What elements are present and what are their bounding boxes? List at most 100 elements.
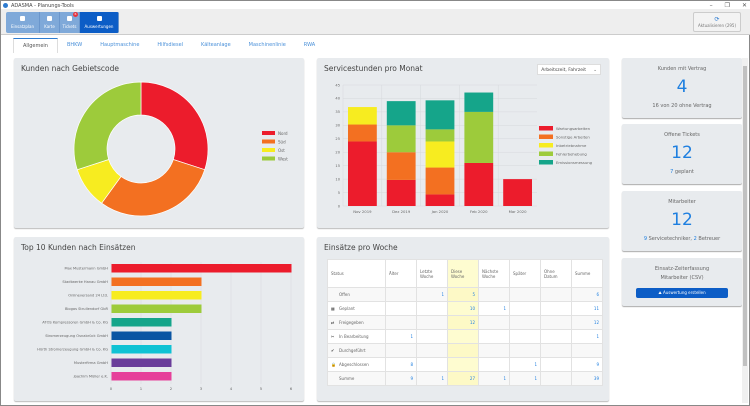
- count-cell[interactable]: 10: [447, 301, 479, 316]
- kpi-sub: geplant: [673, 169, 694, 175]
- nav-button-tickets[interactable]: Tickets 6: [60, 12, 80, 33]
- bar-segment[interactable]: [386, 125, 416, 153]
- service-hours-card: Servicestunden pro Monat Arbeitszeit, Fa…: [317, 58, 609, 228]
- bar-segment[interactable]: [464, 92, 494, 112]
- bar[interactable]: [111, 291, 202, 300]
- maximize-button[interactable]: ❐: [724, 2, 730, 9]
- bar[interactable]: [111, 358, 172, 368]
- nav-button-einsatzplan[interactable]: Einsatzplan: [6, 12, 40, 33]
- count-cell[interactable]: 9: [385, 371, 417, 386]
- count-cell[interactable]: 5: [447, 287, 479, 302]
- bar-segment[interactable]: [425, 167, 455, 195]
- count-cell: [540, 287, 572, 302]
- kpi-employees: Mitarbeiter 12 9 Servicetechniker, 2 Betre…: [622, 191, 742, 251]
- bar-segment[interactable]: [348, 124, 377, 142]
- create-report-button[interactable]: ⛰ Auswertung erstellen: [636, 288, 728, 298]
- bar-segment[interactable]: [464, 111, 494, 163]
- close-button[interactable]: ✕: [741, 2, 747, 9]
- table-row[interactable]: ▦ Geplant 10 1 11: [327, 301, 603, 316]
- bar[interactable]: [111, 318, 172, 327]
- donut-slice-nord[interactable]: [140, 81, 209, 171]
- donut-slice-süd[interactable]: [101, 159, 206, 217]
- status-cell: ✔ Durchgeführt: [327, 343, 386, 358]
- map-icon: [47, 16, 52, 21]
- count-cell[interactable]: 39: [571, 371, 603, 386]
- bar[interactable]: [111, 372, 172, 381]
- count-cell: [509, 315, 541, 330]
- bar[interactable]: [111, 345, 172, 354]
- count-cell[interactable]: 11: [571, 301, 603, 316]
- bar-segment[interactable]: [503, 179, 532, 206]
- minimize-button[interactable]: –: [709, 2, 713, 9]
- window-title: ADASMA - Planungs-Tools: [11, 3, 74, 9]
- y-tick-label: 30: [335, 124, 340, 128]
- count-cell[interactable]: 1: [416, 287, 448, 302]
- scrollbar[interactable]: [742, 58, 748, 403]
- bar-segment[interactable]: [386, 152, 416, 180]
- count-cell[interactable]: 1: [509, 371, 541, 386]
- horizontal-bar-chart: 0 1 2 3 4 5 6 Max Mustermann GmbH Stadtwerke Han…: [37, 262, 293, 391]
- bar-segment[interactable]: [386, 101, 416, 126]
- count-cell: [385, 315, 417, 330]
- planned-count[interactable]: 7: [670, 169, 674, 175]
- count-cell[interactable]: 1: [416, 371, 448, 386]
- count-cell[interactable]: 1: [509, 357, 541, 372]
- column-header: Status: [327, 259, 386, 288]
- bar[interactable]: [111, 304, 202, 314]
- count-cell[interactable]: 12: [447, 315, 479, 330]
- chevron-down-icon: ⌄: [593, 68, 597, 73]
- column-header: Summe: [571, 259, 603, 288]
- table-row[interactable]: Offen 1 5 6: [327, 287, 603, 302]
- kpi-value: 12: [671, 143, 693, 163]
- count-cell: [509, 329, 541, 344]
- count-cell[interactable]: 9: [571, 357, 603, 372]
- count-cell[interactable]: 1: [571, 329, 603, 344]
- count-cell[interactable]: 1: [478, 301, 510, 316]
- tab-allgemein[interactable]: Allgemein: [13, 38, 58, 53]
- bar-segment[interactable]: [425, 100, 455, 130]
- bar[interactable]: [111, 331, 172, 341]
- tab-bar: Allgemein BHKW Hauptmaschine Hilfsdiesel Käl…: [13, 38, 324, 53]
- count-cell[interactable]: 27: [447, 371, 479, 386]
- count-cell[interactable]: 1: [385, 329, 417, 344]
- bar-segment[interactable]: [464, 162, 494, 206]
- bar[interactable]: [111, 277, 202, 287]
- bar-segment[interactable]: [425, 141, 455, 168]
- count-cell[interactable]: 6: [571, 287, 603, 302]
- table-row[interactable]: ✂ In Bearbeitung 1 1: [327, 329, 603, 344]
- bar[interactable]: [111, 264, 292, 273]
- table-row[interactable]: ⇄ Freigegeben 12 12: [327, 315, 603, 330]
- refresh-button[interactable]: ⟳ Aktualisieren (295): [693, 12, 741, 32]
- tab-bhkw[interactable]: BHKW: [66, 42, 83, 48]
- y-tick-label: 20: [335, 151, 340, 155]
- count-cell[interactable]: 12: [571, 315, 603, 330]
- donut-slice-west[interactable]: [73, 81, 142, 171]
- x-tick-label: 5: [260, 386, 263, 391]
- tab-kälteanlage[interactable]: Kälteanlage: [201, 42, 231, 48]
- bar-segment[interactable]: [348, 107, 377, 125]
- bar-segment[interactable]: [386, 179, 416, 206]
- legend-label: Ost: [278, 148, 285, 153]
- count-cell: [478, 357, 510, 372]
- card-title: Servicestunden pro Monat: [324, 64, 423, 73]
- app-logo-icon: [3, 3, 8, 8]
- nav-button-auswertungen[interactable]: Auswertungen: [80, 12, 119, 33]
- nav-button-karte[interactable]: Karte: [40, 12, 60, 33]
- bar-segment[interactable]: [425, 129, 455, 142]
- count-cell[interactable]: 1: [478, 371, 510, 386]
- count-cell: [478, 287, 510, 302]
- bar-segment[interactable]: [425, 194, 455, 206]
- nav-label: Einsatzplan: [10, 24, 34, 29]
- time-type-select[interactable]: Arbeitszeit, Fahrzeit ⌄: [537, 64, 601, 75]
- tab-rwa[interactable]: RWA: [303, 42, 316, 48]
- table-row[interactable]: Summe 9 1 27 1 1 39: [327, 371, 603, 386]
- y-tick-label: Stromerzeugung Osnabrück GmbH: [45, 334, 108, 338]
- bar-segment[interactable]: [348, 141, 377, 206]
- table-row[interactable]: 🔒 Abgeschlossen 8 1 9: [327, 357, 603, 372]
- tab-maschinenlinie[interactable]: Maschinenlinie: [248, 42, 286, 48]
- tab-hauptmaschine[interactable]: Hauptmaschine: [100, 42, 140, 48]
- tab-hilfsdiesel[interactable]: Hilfsdiesel: [157, 42, 184, 48]
- scrollbar-thumb[interactable]: [743, 66, 747, 366]
- count-cell[interactable]: 8: [385, 357, 417, 372]
- table-row[interactable]: ✔ Durchgeführt: [327, 343, 603, 358]
